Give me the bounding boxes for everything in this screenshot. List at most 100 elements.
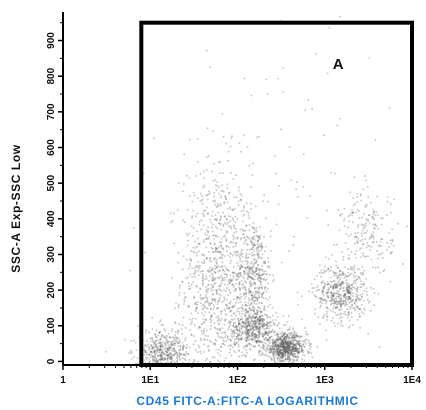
data-point bbox=[278, 351, 280, 353]
data-point bbox=[254, 321, 257, 324]
data-point bbox=[268, 349, 271, 352]
data-point bbox=[357, 241, 359, 244]
data-point bbox=[281, 353, 284, 356]
data-point bbox=[285, 337, 288, 339]
data-point bbox=[264, 246, 267, 248]
data-point bbox=[223, 308, 226, 310]
data-point bbox=[255, 248, 258, 250]
data-point bbox=[341, 213, 343, 215]
data-point bbox=[235, 254, 238, 257]
data-point bbox=[253, 258, 256, 261]
data-point bbox=[231, 279, 233, 282]
data-point bbox=[288, 343, 291, 346]
data-point bbox=[213, 322, 216, 325]
data-point bbox=[276, 333, 279, 336]
data-point bbox=[257, 268, 260, 270]
data-point bbox=[354, 309, 356, 311]
data-point bbox=[302, 349, 304, 352]
data-point bbox=[177, 304, 179, 307]
data-point bbox=[290, 351, 293, 353]
data-point bbox=[292, 342, 294, 344]
data-point bbox=[227, 345, 230, 347]
gate-rectangle[interactable] bbox=[139, 20, 414, 368]
data-point bbox=[254, 335, 257, 338]
data-point bbox=[286, 358, 289, 360]
data-point bbox=[166, 354, 168, 356]
data-point bbox=[294, 343, 297, 345]
data-point bbox=[204, 319, 207, 321]
data-point bbox=[207, 212, 209, 215]
data-point bbox=[251, 260, 253, 263]
data-point bbox=[339, 276, 342, 279]
data-point bbox=[265, 327, 267, 330]
data-point bbox=[296, 350, 299, 353]
data-point bbox=[208, 304, 210, 307]
data-point bbox=[216, 266, 218, 269]
data-point bbox=[213, 306, 215, 308]
data-point bbox=[235, 342, 237, 344]
data-point bbox=[333, 280, 335, 282]
data-point bbox=[245, 224, 247, 227]
data-point bbox=[249, 280, 251, 282]
data-point bbox=[259, 315, 261, 318]
data-point bbox=[280, 345, 282, 348]
data-point bbox=[175, 331, 177, 333]
data-point bbox=[340, 274, 342, 276]
data-point bbox=[253, 231, 256, 234]
data-point bbox=[255, 230, 258, 233]
data-point bbox=[150, 351, 152, 353]
data-point bbox=[327, 224, 329, 226]
data-point bbox=[148, 346, 150, 348]
data-point bbox=[214, 298, 217, 300]
data-point bbox=[256, 326, 258, 328]
data-point bbox=[347, 290, 349, 292]
data-point bbox=[321, 289, 324, 292]
data-point bbox=[248, 289, 250, 292]
data-point bbox=[363, 232, 365, 234]
data-point bbox=[222, 247, 224, 250]
data-point bbox=[346, 291, 349, 293]
data-point bbox=[269, 347, 271, 350]
data-point bbox=[253, 244, 256, 247]
data-point bbox=[184, 359, 187, 361]
data-point bbox=[322, 287, 325, 289]
data-point bbox=[279, 347, 281, 350]
data-point bbox=[190, 312, 193, 315]
data-point bbox=[213, 257, 216, 259]
data-point bbox=[263, 308, 266, 311]
data-point bbox=[276, 346, 278, 349]
data-point bbox=[256, 291, 259, 293]
data-point bbox=[331, 299, 334, 301]
data-point bbox=[279, 360, 282, 362]
data-point bbox=[164, 358, 166, 361]
data-point bbox=[280, 338, 282, 340]
data-point bbox=[294, 344, 296, 346]
data-point bbox=[298, 341, 300, 343]
data-point bbox=[153, 350, 155, 353]
data-point bbox=[220, 290, 223, 292]
data-point bbox=[202, 318, 205, 321]
data-point bbox=[230, 172, 232, 174]
data-point bbox=[160, 359, 162, 361]
data-point bbox=[327, 296, 330, 299]
data-point bbox=[256, 277, 259, 280]
data-point bbox=[232, 305, 235, 308]
data-point bbox=[183, 354, 186, 356]
data-point bbox=[307, 352, 310, 354]
data-point bbox=[374, 223, 376, 226]
data-point bbox=[220, 244, 222, 247]
data-point bbox=[355, 250, 358, 252]
data-point bbox=[249, 328, 251, 331]
data-point bbox=[224, 283, 226, 286]
data-point bbox=[258, 335, 260, 338]
data-point bbox=[362, 224, 364, 227]
data-point bbox=[358, 308, 361, 310]
data-point bbox=[357, 297, 359, 300]
data-point bbox=[226, 187, 229, 189]
data-point bbox=[373, 227, 375, 229]
data-point bbox=[239, 296, 241, 299]
data-point bbox=[357, 286, 359, 288]
data-point bbox=[287, 339, 290, 342]
data-point bbox=[263, 325, 265, 327]
data-point bbox=[240, 279, 243, 282]
